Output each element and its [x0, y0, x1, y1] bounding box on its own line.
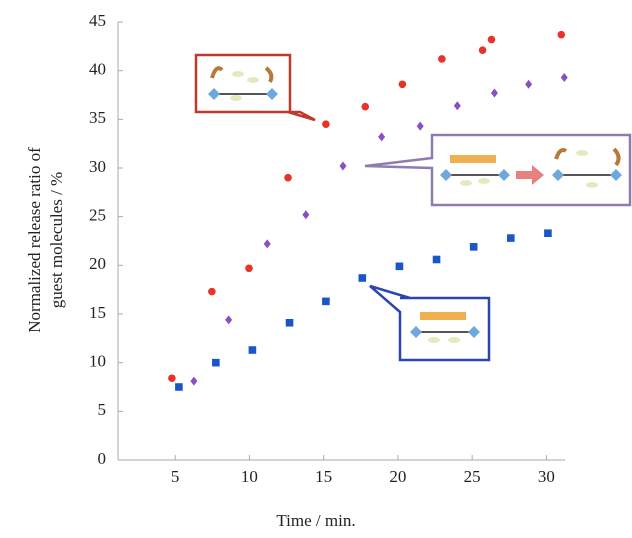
point	[190, 376, 198, 386]
point	[284, 173, 292, 182]
point	[248, 346, 257, 354]
point	[395, 262, 404, 271]
point	[487, 35, 496, 44]
point	[416, 121, 424, 131]
point	[469, 243, 478, 251]
x-tick-label: 15	[315, 467, 332, 486]
point	[557, 30, 566, 39]
y-tick-label: 10	[89, 352, 106, 371]
y-axis-label: guest molecules / %	[47, 172, 66, 308]
point	[398, 80, 407, 89]
point	[560, 72, 568, 82]
y-tick-label: 0	[98, 449, 107, 468]
callouts	[194, 53, 632, 362]
point	[322, 297, 330, 306]
point	[438, 55, 446, 63]
y-tick-label: 20	[89, 254, 106, 273]
y-tick-label: 35	[89, 108, 106, 127]
point	[525, 79, 533, 89]
y-tick-label: 25	[89, 206, 106, 225]
x-tick-label: 10	[241, 467, 258, 486]
y-tick-label: 5	[98, 400, 107, 419]
point	[506, 234, 515, 242]
y-tick-label: 15	[89, 303, 106, 322]
point	[432, 255, 441, 264]
x-tick-label: 20	[389, 467, 406, 486]
point	[208, 287, 216, 296]
point	[378, 132, 386, 142]
point	[168, 374, 176, 383]
point	[358, 274, 367, 282]
point	[453, 101, 461, 111]
point	[245, 264, 253, 273]
y-tick-label: 45	[89, 11, 106, 30]
point	[212, 358, 220, 367]
point	[302, 210, 310, 220]
x-tick-label: 25	[464, 467, 481, 486]
point	[490, 88, 498, 98]
x-tick-label: 5	[171, 467, 180, 486]
point	[225, 315, 233, 325]
y-tick-label: 30	[89, 157, 106, 176]
point	[285, 318, 294, 327]
x-axis-label: Time / min.	[276, 511, 355, 530]
point	[339, 161, 347, 171]
y-tick-label: 40	[89, 60, 106, 79]
x-tick-label: 30	[538, 467, 555, 486]
point	[361, 102, 370, 111]
point	[544, 229, 552, 238]
point	[478, 46, 487, 55]
point	[263, 239, 271, 249]
point	[322, 120, 330, 128]
y-axis-label: Normalized release ratio of	[25, 147, 44, 333]
point	[175, 383, 183, 391]
